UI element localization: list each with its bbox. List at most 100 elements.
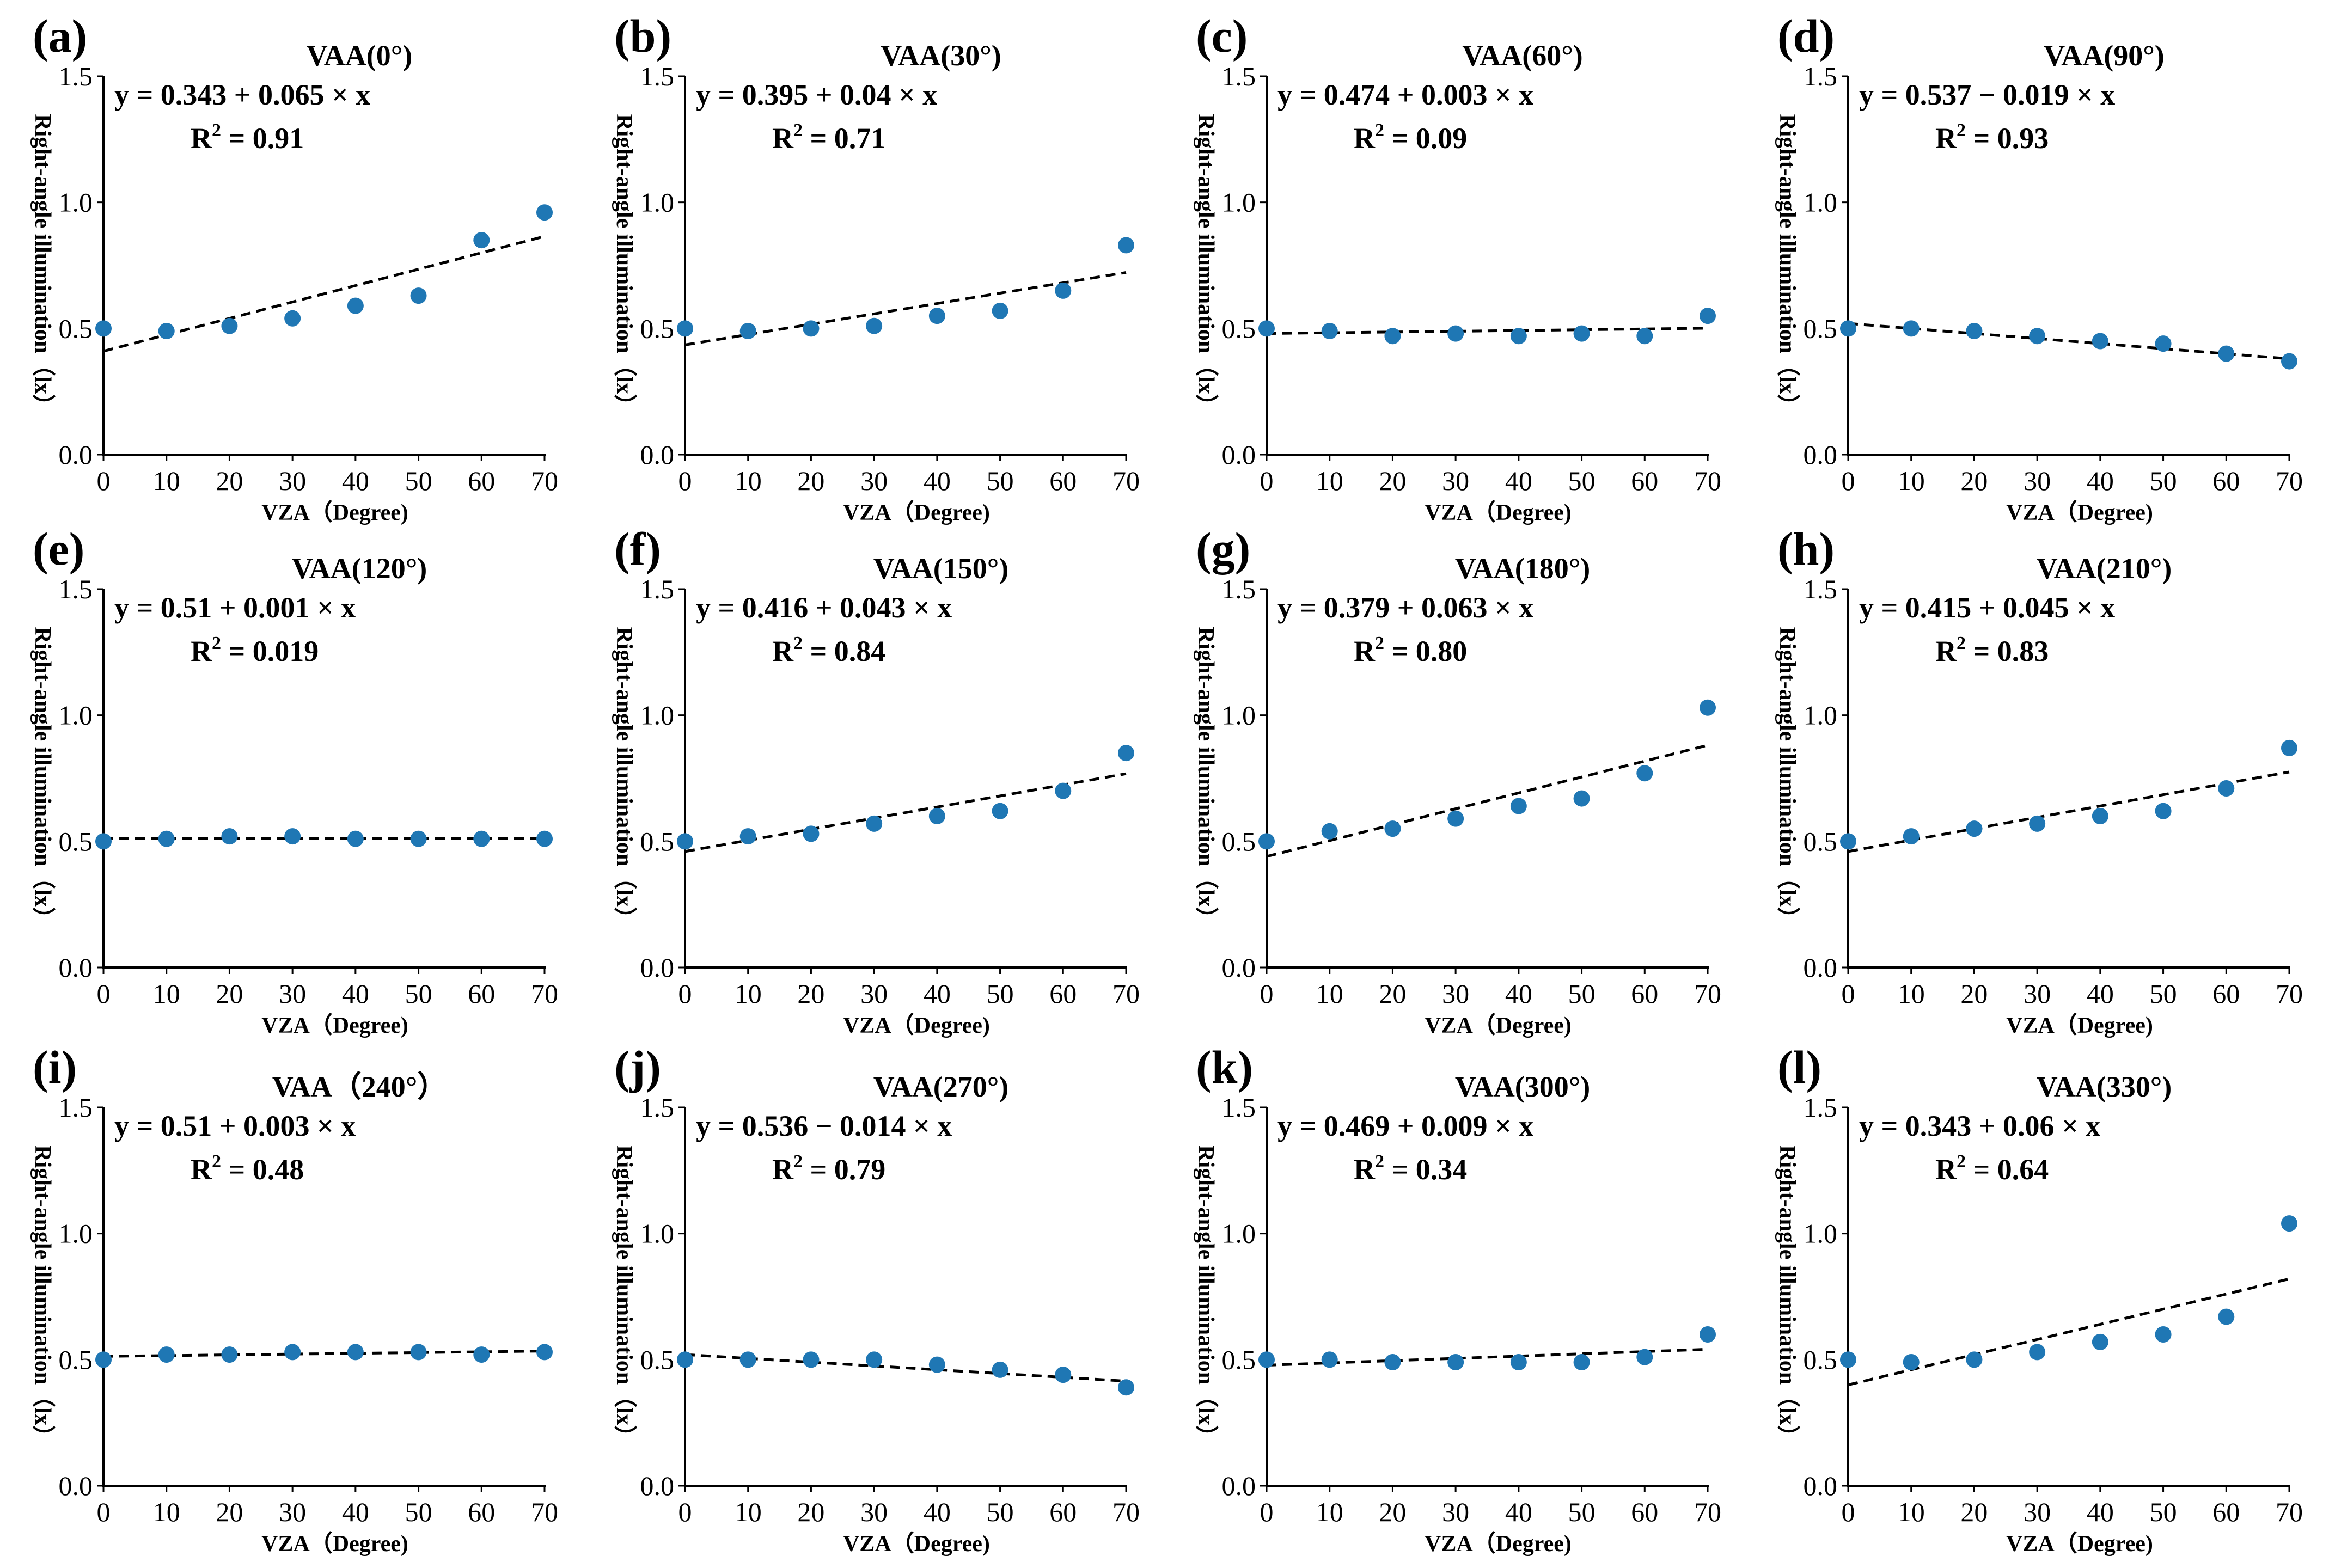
y-tick-label: 0.5	[1222, 313, 1256, 344]
panel-label: (g)	[1196, 523, 1250, 575]
x-tick-label: 0	[678, 465, 692, 496]
y-tick-label: 1.5	[59, 61, 93, 91]
x-tick-label: 60	[1049, 1497, 1077, 1527]
x-axis-label: VZA（Degree)	[1425, 500, 1572, 525]
x-tick-label: 70	[1112, 978, 1140, 1009]
x-tick-label: 60	[468, 465, 495, 496]
x-tick-label: 20	[1960, 1497, 1988, 1527]
data-point	[1966, 322, 1983, 339]
fit-line	[1266, 327, 1708, 335]
y-tick-label: 1.0	[640, 187, 675, 218]
y-tick-label: 1.0	[1804, 187, 1838, 218]
data-point	[95, 320, 112, 337]
data-point	[221, 1346, 238, 1363]
x-tick-label: 10	[1316, 1497, 1343, 1527]
r-squared: R2 = 0.84	[772, 633, 885, 667]
y-axis-label: Right-angle illumination（lx）	[1775, 114, 1800, 417]
x-tick-label: 70	[2276, 465, 2303, 496]
data-point	[739, 322, 756, 339]
regression-equation: y = 0.415 + 0.045 × x	[1859, 591, 2115, 624]
y-axis-label: Right-angle illumination（lx）	[1775, 627, 1800, 930]
x-tick-label: 60	[1049, 978, 1077, 1009]
chart-title: VAA(0°)	[307, 39, 413, 72]
data-point	[1118, 237, 1134, 254]
data-point	[677, 1351, 693, 1368]
regression-equation: y = 0.51 + 0.001 × x	[114, 591, 356, 624]
y-tick-label: 1.5	[1222, 1092, 1256, 1123]
x-tick-label: 10	[153, 465, 180, 496]
fit-line	[684, 1353, 1127, 1383]
data-point	[1055, 282, 1072, 299]
data-point	[992, 803, 1008, 819]
data-point	[347, 1344, 364, 1361]
y-tick-label: 1.0	[640, 1218, 675, 1249]
x-tick-label: 30	[860, 978, 888, 1009]
x-tick-label: 40	[342, 465, 369, 496]
panel-label: (f)	[614, 523, 661, 575]
data-point	[221, 828, 238, 845]
data-point	[1447, 1353, 1464, 1370]
r-squared: R2 = 0.64	[1935, 1152, 2049, 1186]
y-axis-label: Right-angle illumination（lx）	[612, 1145, 637, 1448]
y-tick-label: 0.5	[59, 826, 93, 856]
r-squared: R2 = 0.019	[191, 633, 319, 667]
y-axis-label: Right-angle illumination（lx）	[1775, 1145, 1800, 1448]
data-point	[1903, 320, 1920, 337]
data-point	[866, 1351, 883, 1368]
chart-panel-a: 0 10 20 30 40 50 60 70 0.0 0.5 1.0 1.5(a) VAA(0°) y =…	[30, 10, 558, 525]
data-point	[1636, 328, 1653, 345]
x-tick-label: 20	[797, 1497, 824, 1527]
data-point	[2029, 815, 2046, 832]
x-tick-label: 70	[2276, 1497, 2303, 1527]
data-point	[1510, 328, 1527, 345]
data-point	[928, 1356, 945, 1373]
y-tick-label: 0.5	[640, 313, 675, 344]
chart-title: VAA(300°)	[1455, 1070, 1591, 1103]
x-tick-label: 30	[2024, 978, 2051, 1009]
data-point	[928, 808, 945, 824]
data-point	[1510, 1353, 1527, 1370]
r-squared: R2 = 0.80	[1354, 633, 1467, 667]
x-tick-label: 60	[2212, 978, 2240, 1009]
x-tick-label: 50	[2150, 1497, 2177, 1527]
data-point	[2092, 333, 2108, 350]
data-point	[1700, 1326, 1716, 1343]
chart-title: VAA(60°)	[1462, 39, 1583, 72]
x-tick-label: 0	[97, 978, 111, 1009]
data-point	[1055, 1367, 1072, 1383]
data-point	[1055, 782, 1072, 799]
data-point	[2218, 1308, 2235, 1325]
chart-panel-h: 0 10 20 30 40 50 60 70 0.0 0.5 1.0 1.5(h) VAA(210°) y…	[1775, 523, 2303, 1038]
x-tick-label: 20	[1379, 465, 1406, 496]
x-tick-label: 50	[987, 465, 1014, 496]
x-tick-label: 10	[735, 465, 762, 496]
data-point	[1321, 1351, 1338, 1368]
data-point	[473, 1346, 490, 1363]
y-tick-label: 1.0	[59, 700, 93, 731]
data-point	[2029, 328, 2046, 345]
fit-line	[1848, 322, 2290, 360]
data-point	[221, 317, 238, 334]
data-point	[928, 308, 945, 324]
x-tick-label: 60	[1049, 465, 1077, 496]
chart-panel-d: 0 10 20 30 40 50 60 70 0.0 0.5 1.0 1.5(d) VAA(90°) y …	[1775, 10, 2303, 525]
y-tick-label: 0.0	[1804, 1471, 1838, 1501]
y-tick-label: 1.5	[640, 574, 675, 604]
y-tick-label: 0.5	[640, 826, 675, 856]
x-tick-label: 0	[678, 1497, 692, 1527]
x-tick-label: 0	[97, 1497, 111, 1527]
x-axis-label: VZA（Degree)	[2006, 1013, 2153, 1038]
x-tick-label: 70	[2276, 978, 2303, 1009]
y-axis-label: Right-angle illumination（lx）	[1193, 627, 1219, 930]
x-tick-label: 60	[2212, 1497, 2240, 1527]
x-tick-label: 40	[924, 978, 951, 1009]
y-tick-label: 1.0	[1222, 1218, 1256, 1249]
x-tick-label: 70	[531, 1497, 558, 1527]
y-tick-label: 1.5	[640, 61, 675, 91]
chart-panel-g: 0 10 20 30 40 50 60 70 0.0 0.5 1.0 1.5(g) VAA(180°) y…	[1193, 523, 1721, 1038]
data-point	[1966, 820, 1983, 837]
x-tick-label: 70	[1112, 1497, 1140, 1527]
y-tick-label: 0.5	[1804, 1344, 1838, 1375]
y-tick-label: 1.5	[640, 1092, 675, 1123]
chart-title: VAA（240°）	[272, 1070, 447, 1103]
